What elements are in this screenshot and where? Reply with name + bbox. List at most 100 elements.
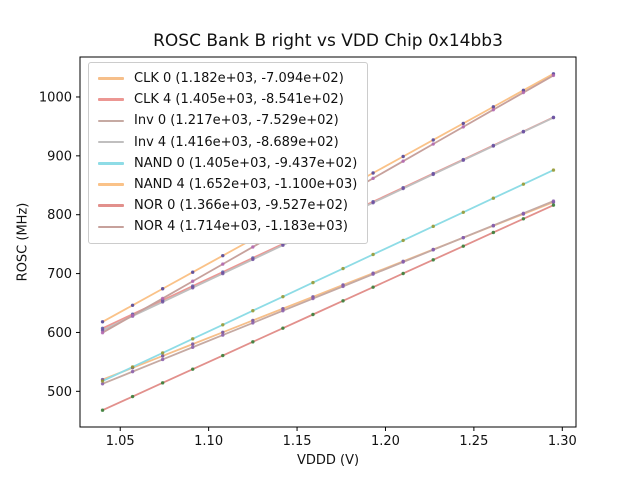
y-tick-label: 500 bbox=[47, 385, 72, 400]
series-marker-inv-0 bbox=[160, 357, 165, 362]
legend-label: NAND 0 (1.405e+03, -9.437e+02) bbox=[134, 155, 358, 171]
legend-line-swatch bbox=[98, 225, 124, 229]
series-marker-inv-4 bbox=[251, 257, 255, 262]
series-marker-nand-0 bbox=[191, 337, 195, 341]
legend-item-inv-0: Inv 0 (1.217e+03, -7.529e+02) bbox=[98, 110, 357, 131]
series-marker-inv-0 bbox=[281, 309, 285, 313]
legend-item-nand-4: NAND 4 (1.652e+03, -1.100e+03) bbox=[98, 174, 357, 195]
series-marker-inv-0 bbox=[341, 284, 345, 289]
series-marker-nand-4 bbox=[130, 303, 135, 307]
series-marker-clk-0 bbox=[251, 318, 255, 323]
series-marker-nor-0 bbox=[191, 367, 195, 371]
series-marker-inv-0 bbox=[191, 345, 195, 349]
axes-frame bbox=[79, 56, 577, 428]
series-marker-inv-0 bbox=[431, 248, 435, 252]
legend-line-swatch bbox=[98, 77, 124, 80]
series-marker-inv-0 bbox=[491, 223, 496, 228]
series-marker-nor-4 bbox=[191, 279, 195, 283]
series-marker-nand-4 bbox=[221, 253, 225, 258]
series-marker-nand-4 bbox=[431, 138, 435, 142]
series-marker-inv-0 bbox=[521, 211, 526, 215]
series-marker-nor-4 bbox=[160, 296, 165, 301]
series-marker-nand-0 bbox=[461, 210, 465, 214]
series-marker-nand-0 bbox=[371, 252, 375, 257]
series-marker-inv-0 bbox=[371, 272, 375, 276]
series-marker-nand-0 bbox=[100, 379, 105, 383]
series-marker-nand-0 bbox=[551, 168, 556, 172]
chart-title: ROSC Bank B right vs VDD Chip 0x14bb3 bbox=[153, 31, 503, 51]
series-marker-nor-0 bbox=[160, 381, 165, 385]
series-marker-inv-4 bbox=[160, 300, 165, 304]
y-tick-label: 800 bbox=[47, 208, 72, 223]
series-marker-nor-0 bbox=[461, 244, 465, 248]
series-marker-nor-4 bbox=[431, 142, 435, 146]
legend-label: CLK 4 (1.405e+03, -8.541e+02) bbox=[134, 92, 344, 108]
series-marker-inv-0 bbox=[461, 235, 465, 240]
series-marker-nor-0 bbox=[341, 299, 345, 303]
series-marker-nor-4 bbox=[251, 245, 255, 249]
series-marker-clk-0 bbox=[191, 342, 195, 346]
series-marker-inv-4 bbox=[521, 130, 526, 134]
series-marker-nor-0 bbox=[100, 408, 105, 412]
series-marker-nor-0 bbox=[251, 340, 255, 344]
legend-label: Inv 4 (1.416e+03, -8.689e+02) bbox=[134, 134, 339, 150]
series-marker-inv-0 bbox=[130, 369, 135, 374]
y-tick-label: 600 bbox=[47, 326, 72, 341]
series-marker-nand-4 bbox=[100, 320, 105, 324]
series-marker-nand-4 bbox=[160, 287, 165, 291]
series-marker-nor-4 bbox=[401, 159, 405, 163]
series-marker-inv-4 bbox=[221, 271, 225, 276]
series-marker-nand-0 bbox=[521, 182, 526, 186]
series-marker-nand-4 bbox=[491, 105, 496, 109]
series-marker-inv-4 bbox=[461, 158, 465, 162]
legend-line-swatch bbox=[98, 140, 124, 144]
series-marker-inv-4 bbox=[401, 186, 405, 191]
x-tick-label: 1.20 bbox=[371, 434, 400, 449]
legend-item-inv-4: Inv 4 (1.416e+03, -8.689e+02) bbox=[98, 132, 357, 153]
series-marker-clk-0 bbox=[160, 354, 165, 358]
series-line-nand-0 bbox=[101, 169, 555, 382]
series-marker-inv-4 bbox=[100, 328, 105, 332]
series-marker-nand-0 bbox=[401, 238, 405, 243]
series-marker-nand-0 bbox=[281, 294, 285, 299]
series-marker-nor-0 bbox=[281, 326, 285, 330]
series-marker-nand-4 bbox=[371, 171, 375, 175]
y-tick-label: 1000 bbox=[39, 90, 72, 105]
legend-label: NAND 4 (1.652e+03, -1.100e+03) bbox=[134, 177, 358, 193]
legend-label: NOR 4 (1.714e+03, -1.183e+03) bbox=[134, 219, 348, 235]
series-line-inv-0 bbox=[101, 200, 555, 385]
legend-label: CLK 0 (1.182e+03, -7.094e+02) bbox=[134, 71, 344, 87]
legend-line-swatch bbox=[98, 183, 124, 186]
series-marker-inv-0 bbox=[221, 333, 225, 337]
series-marker-nand-4 bbox=[401, 154, 405, 159]
legend-line-swatch bbox=[98, 204, 124, 208]
series-marker-nand-0 bbox=[311, 280, 315, 285]
y-axis-label: ROSC (MHz) bbox=[15, 202, 31, 282]
series-marker-inv-0 bbox=[401, 260, 405, 264]
series-marker-inv-4 bbox=[431, 172, 435, 177]
series-marker-nor-4 bbox=[100, 331, 105, 335]
series-marker-nand-4 bbox=[461, 121, 465, 126]
legend-line-swatch bbox=[98, 162, 124, 165]
legend-item-nor-0: NOR 0 (1.366e+03, -9.527e+02) bbox=[98, 195, 357, 216]
x-tick-label: 1.05 bbox=[106, 434, 135, 449]
series-marker-nor-0 bbox=[431, 258, 435, 262]
legend: CLK 0 (1.182e+03, -7.094e+02) CLK 4 (1.40… bbox=[88, 62, 369, 244]
y-tick-label: 900 bbox=[47, 149, 72, 164]
y-tick-label: 700 bbox=[47, 267, 72, 282]
legend-item-clk-0: CLK 0 (1.182e+03, -7.094e+02) bbox=[98, 68, 357, 89]
series-marker-nor-0 bbox=[221, 353, 225, 358]
legend-label: Inv 0 (1.217e+03, -7.529e+02) bbox=[134, 113, 339, 129]
series-marker-nand-0 bbox=[251, 309, 255, 313]
series-marker-inv-4 bbox=[281, 243, 285, 247]
series-marker-nand-0 bbox=[221, 323, 225, 327]
series-line-nor-0 bbox=[101, 204, 555, 412]
series-marker-nor-4 bbox=[461, 125, 465, 129]
series-marker-inv-4 bbox=[551, 115, 556, 120]
legend-label: NOR 0 (1.366e+03, -9.527e+02) bbox=[134, 198, 348, 214]
legend-line-swatch bbox=[98, 119, 124, 123]
series-marker-inv-0 bbox=[100, 382, 105, 386]
series-marker-nor-4 bbox=[551, 73, 556, 78]
series-marker-nand-0 bbox=[130, 365, 135, 369]
